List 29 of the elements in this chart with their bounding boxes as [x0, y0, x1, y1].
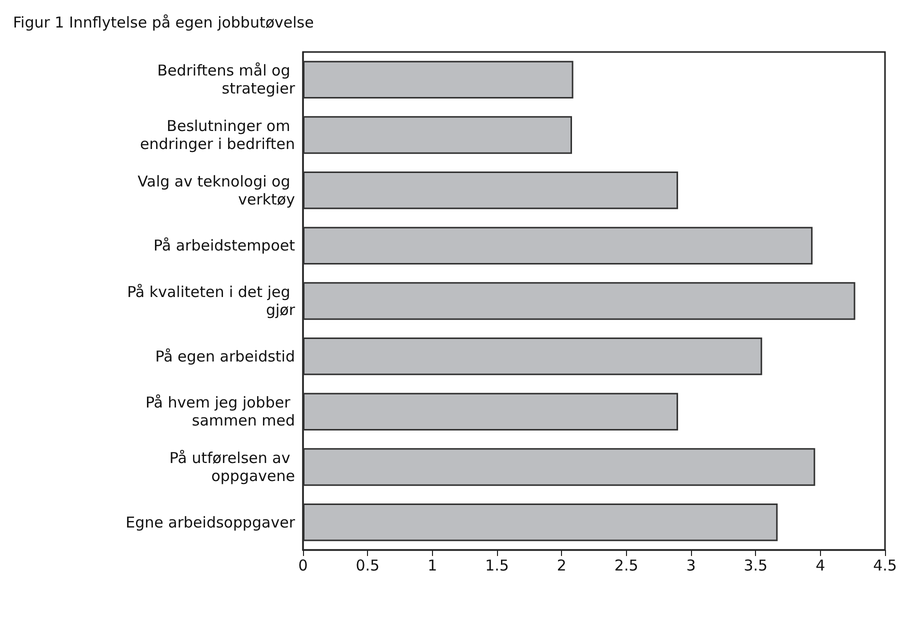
y-tick-label: På kvaliteten i det jeg gjør: [127, 283, 296, 319]
x-tick-label: 2.5: [614, 556, 638, 574]
bar: [303, 226, 813, 264]
bar: [303, 448, 816, 486]
bar: [303, 338, 762, 376]
x-tick-label: 3: [686, 556, 696, 574]
y-tick-label: På hvem jeg jobber sammen med: [145, 394, 295, 430]
x-tick-label: 0: [298, 556, 308, 574]
bar: [303, 172, 678, 210]
y-tick-label: Valg av teknologi og verktøy: [138, 172, 296, 208]
x-tick-label: 4: [816, 556, 826, 574]
y-tick-label: På arbeidstempoet: [154, 236, 296, 255]
x-tick-label: 0.5: [356, 556, 380, 574]
x-tick-label: 1: [428, 556, 438, 574]
y-tick-label: På utførelsen av oppgavene: [169, 449, 295, 485]
x-tick-label: 1.5: [485, 556, 509, 574]
text: Figur 1 Innflytelse på egen jobbutøvelse: [13, 14, 314, 32]
x-tick-label: 2: [556, 556, 566, 574]
x-tick-label: 3.5: [744, 556, 768, 574]
bar: [303, 504, 778, 542]
y-tick-label: På egen arbeidstid: [155, 347, 295, 366]
bar: [303, 392, 678, 430]
y-tick-label: Bedriftens mål og strategier: [157, 62, 296, 98]
bar: [303, 60, 574, 98]
y-tick-label: Egne arbeidsoppgaver: [126, 513, 296, 532]
y-tick-label: Beslutninger om endringer i bedriften: [140, 117, 295, 153]
bar: [303, 116, 572, 154]
x-tick-label: 4.5: [873, 556, 897, 574]
bar: [303, 282, 856, 320]
